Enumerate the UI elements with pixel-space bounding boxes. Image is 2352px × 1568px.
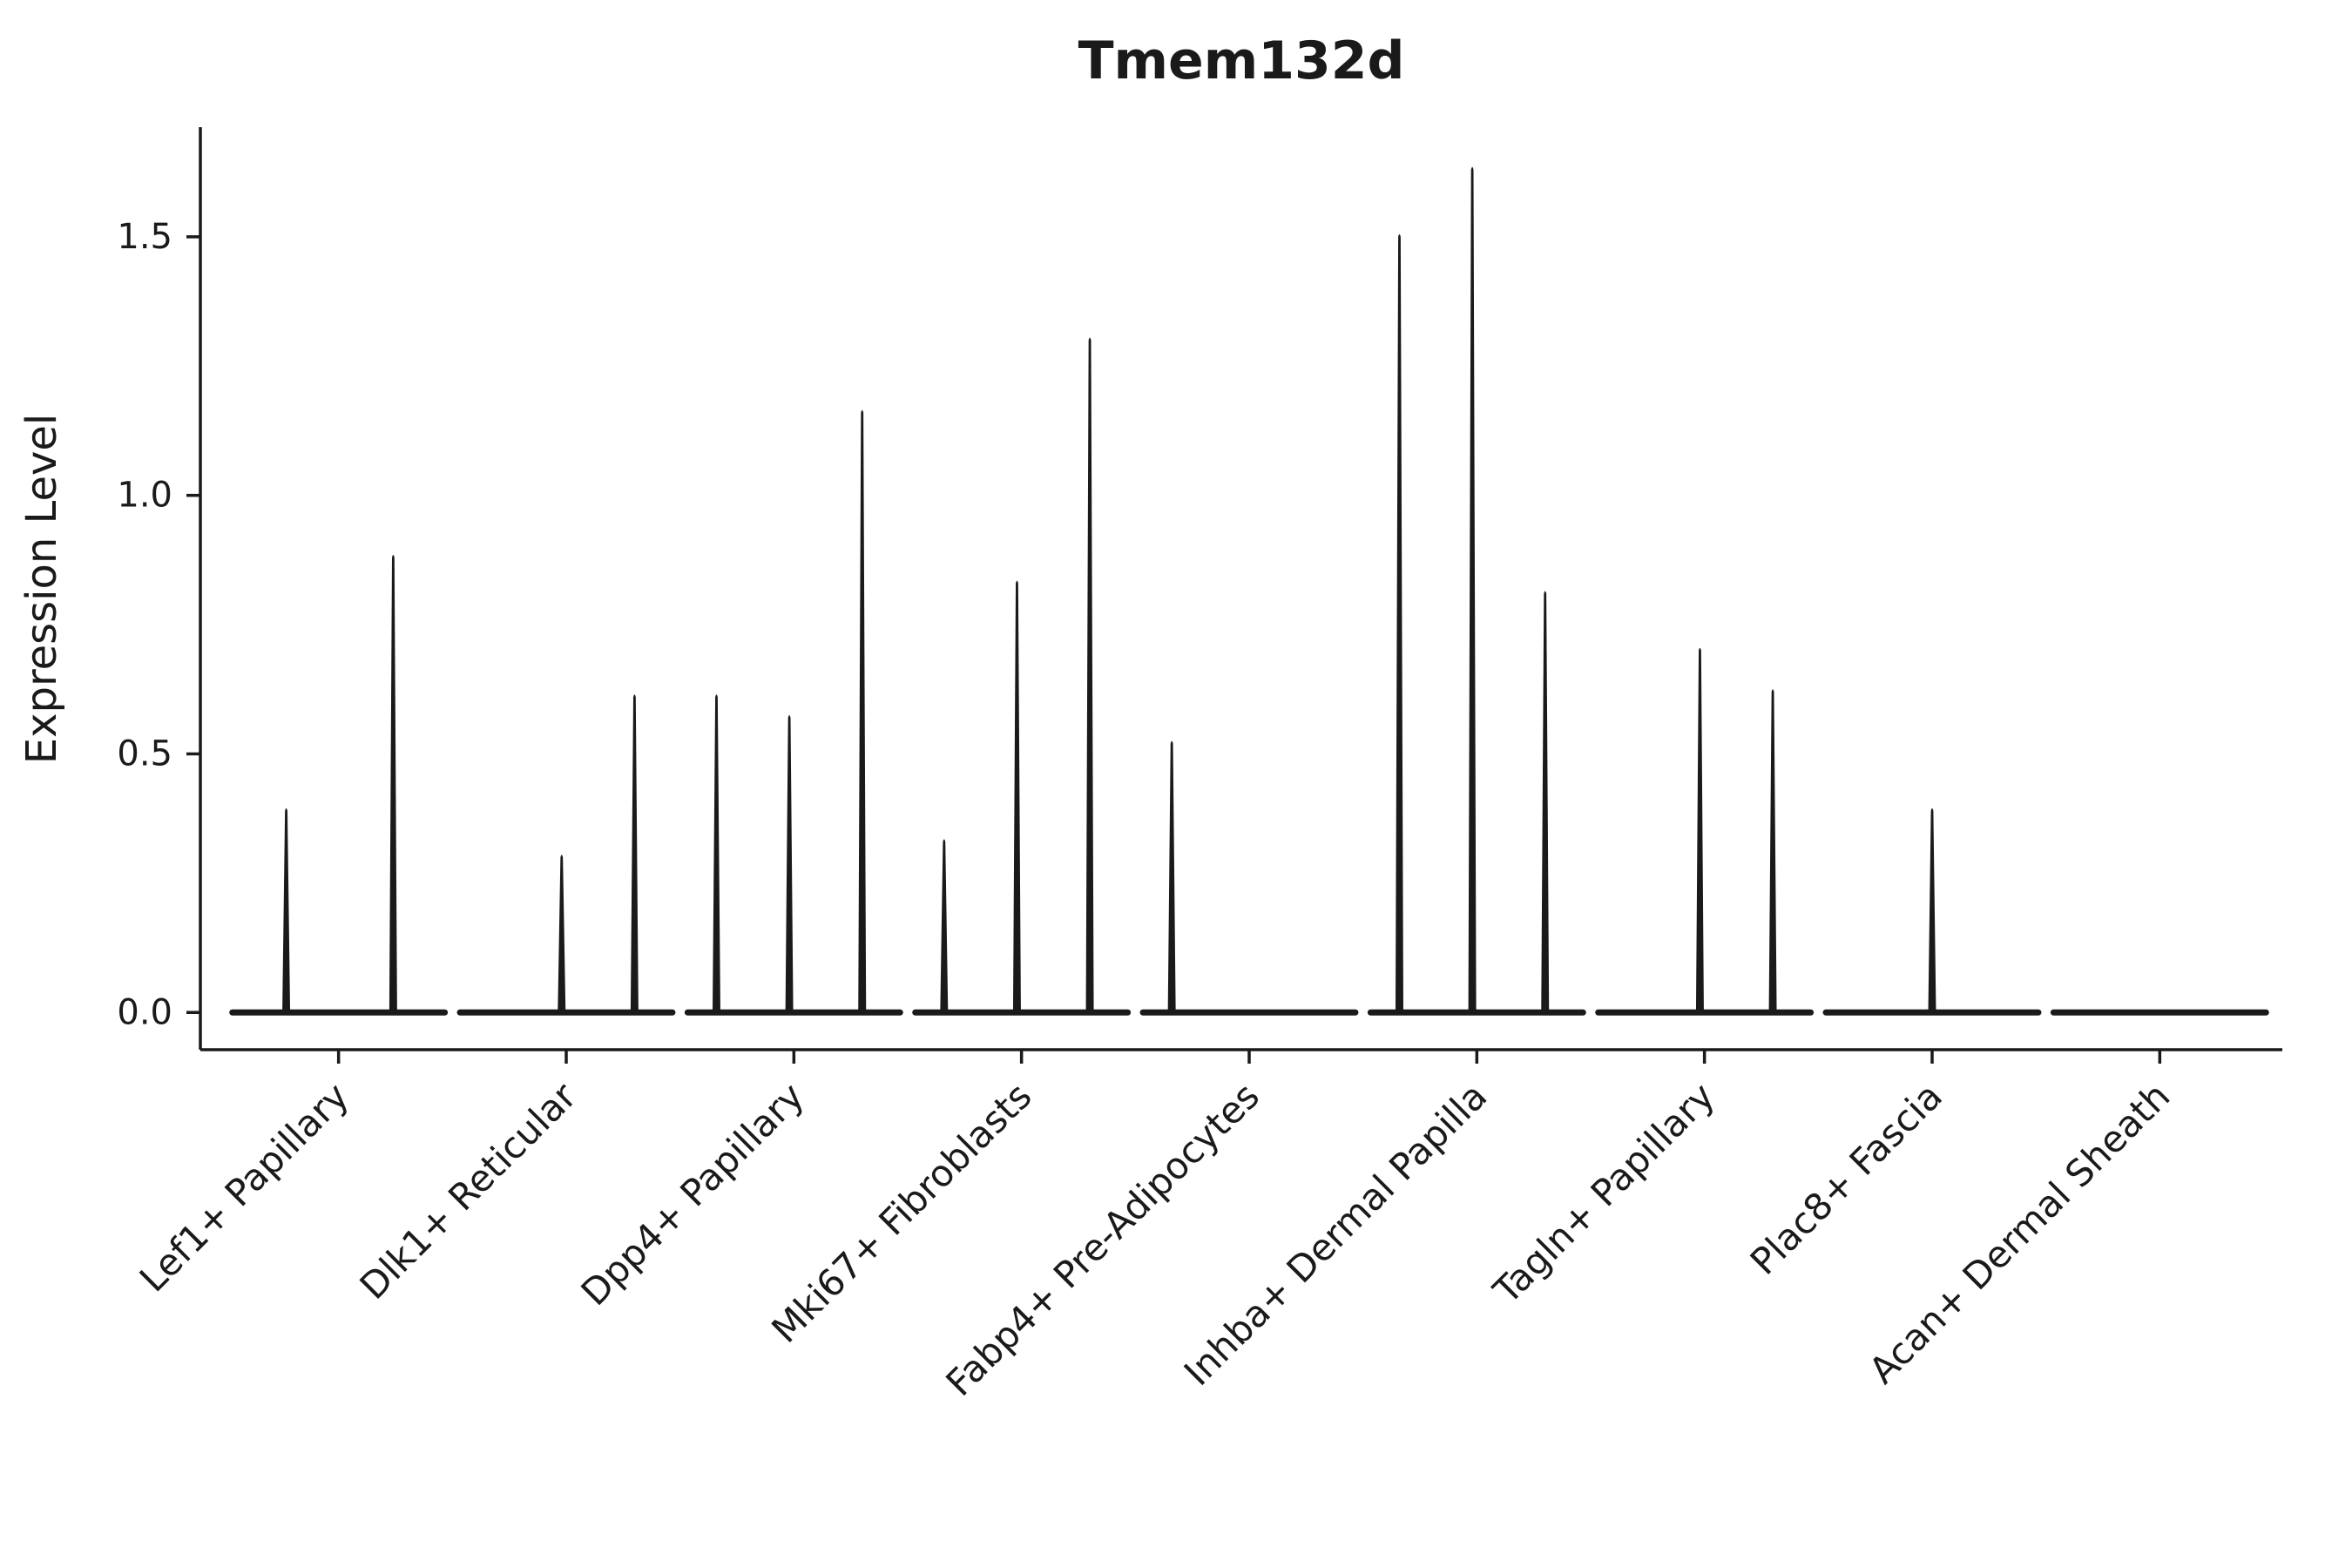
violin-needle (1695, 647, 1704, 1013)
violin-needle (389, 554, 397, 1013)
x-tick-label: Lef1+ Papillary (132, 1074, 357, 1300)
violin-needle (1468, 166, 1477, 1013)
y-tick-label: 0.0 (117, 992, 172, 1032)
violin-baseline (2050, 1009, 2269, 1016)
x-tick-label: Dlk1+ Reticular (352, 1074, 585, 1308)
y-tick-label: 1.0 (117, 476, 172, 516)
violin-needle (1167, 740, 1176, 1013)
y-tick-label: 1.5 (117, 217, 172, 257)
violin-baseline (1367, 1009, 1586, 1016)
chart-title: Tmem132d (1078, 30, 1405, 91)
violin-baseline (456, 1009, 676, 1016)
y-tick-label: 0.5 (117, 733, 172, 774)
violin-needle (785, 714, 794, 1013)
violin-needle (630, 694, 639, 1013)
violin-needle (1085, 337, 1094, 1013)
x-tick-label: Dpp4+ Papillary (573, 1074, 813, 1314)
violin-baseline (1595, 1009, 1815, 1016)
x-tick-label: Tagln+ Papillary (1484, 1074, 1722, 1312)
violin-needle (282, 808, 291, 1013)
violin-needle (1395, 233, 1403, 1013)
x-tick-label: Mki67+ Fibroblasts (763, 1074, 1039, 1350)
violin-baseline (912, 1009, 1132, 1016)
violin-needle (858, 409, 867, 1013)
violin-needle (1541, 591, 1550, 1013)
violin-needle (558, 855, 566, 1013)
violin-needle (1012, 580, 1021, 1013)
violin-needle (1928, 808, 1936, 1013)
y-axis-label: Expression Level (17, 414, 66, 765)
violin-baseline (229, 1009, 449, 1016)
violin-baseline (684, 1009, 903, 1016)
x-tick-label: Plac8+ Fascia (1742, 1074, 1950, 1282)
violin-needle (940, 839, 949, 1013)
violin-needle (1768, 689, 1777, 1013)
violin-baseline (1139, 1009, 1359, 1016)
violin-needle (712, 694, 720, 1013)
